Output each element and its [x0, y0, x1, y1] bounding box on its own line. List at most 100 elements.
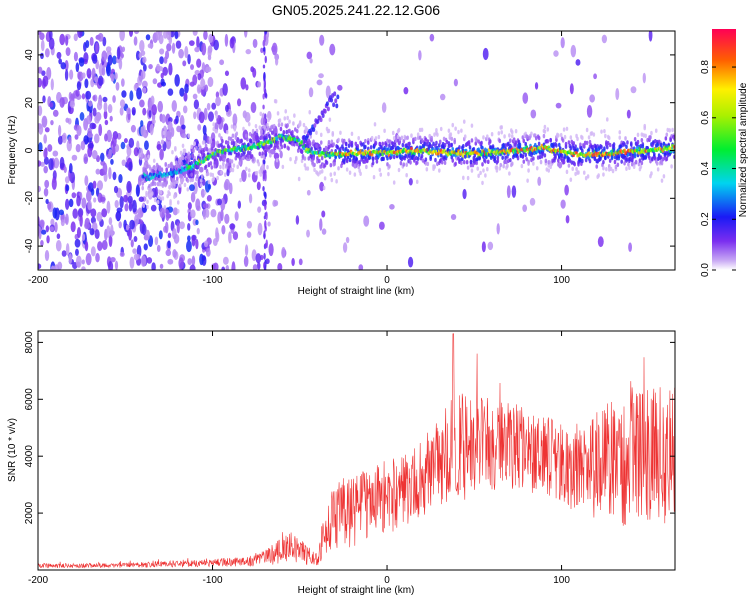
spectrogram-cell [162, 31, 168, 39]
spectrogram-cell [89, 228, 95, 236]
spectrogram-cell [435, 140, 438, 146]
spectrogram-cell [78, 58, 85, 67]
spectrogram-cell [196, 170, 199, 175]
spectrogram-cell [312, 139, 315, 144]
spectrogram-cell [391, 130, 395, 136]
spectrogram-cell [211, 155, 215, 160]
spectrogram-cell [549, 138, 552, 143]
spectrogram-cell [114, 199, 119, 209]
spectrogram-cell [221, 266, 226, 270]
spectrogram-cell [537, 141, 541, 147]
spectrogram-cell [330, 97, 334, 103]
spectrogram-cell [257, 81, 262, 88]
spectrogram-cell [236, 164, 240, 170]
spectrogram-cell [83, 135, 89, 145]
spectrogram-cell [284, 109, 288, 114]
spectrogram-cell [521, 154, 525, 159]
snr-xtick-label: 0 [384, 575, 390, 586]
spectrogram-cell [353, 172, 357, 177]
spectrogram-cell [119, 99, 126, 108]
spectrogram-cell [147, 154, 150, 159]
snr-xtick-label: -100 [203, 575, 223, 586]
spectrogram-cell [89, 122, 96, 130]
spectrogram-cell [191, 255, 196, 266]
spectrogram-cell [476, 166, 480, 171]
spectrogram-cell [332, 142, 336, 147]
spectrogram-cell [605, 166, 608, 172]
spectrogram-cell [159, 48, 165, 55]
spectrogram-cell [624, 136, 627, 141]
spectrogram-cell [193, 141, 196, 147]
spectrogram-cell [626, 109, 631, 119]
spectrogram-cell [639, 143, 643, 149]
spectrogram-cell [451, 122, 455, 128]
spectrogram-cell [116, 207, 123, 213]
spectrogram-cell [435, 128, 438, 133]
spectrogram-cell [319, 117, 323, 123]
spectrogram-cell [144, 167, 147, 173]
spectrogram-cell [72, 208, 78, 219]
spectrogram-cell [222, 256, 229, 265]
spectrogram-cell [200, 87, 205, 96]
spectrogram-cell [323, 108, 327, 114]
spectrogram-cell [153, 181, 157, 187]
spectrogram-cell [164, 162, 168, 167]
spectrogram-cell [274, 99, 278, 104]
spectrogram-cell [148, 64, 153, 70]
spectrogram-cell [95, 168, 101, 175]
spectrogram-cell [199, 178, 203, 183]
spectrogram-cell [450, 136, 454, 142]
spectrogram-cell [49, 226, 54, 232]
spectrogram-cell [443, 142, 447, 148]
spectrogram-cell [514, 140, 518, 145]
spectrogram-cell [230, 124, 234, 129]
spectrogram-cell [329, 143, 333, 148]
spectrogram-cell [392, 135, 396, 141]
spectrogram-cell [168, 62, 173, 76]
spectrogram-cell [133, 31, 140, 35]
spectrogram-cell [643, 123, 647, 129]
spectrogram-cell [220, 209, 224, 222]
spectrogram-cell [81, 259, 85, 265]
spectrogram-cell [158, 34, 164, 45]
spectrogram-cell [534, 82, 539, 90]
spectrogram-cell [503, 159, 506, 165]
spectrogram-cell [166, 130, 173, 141]
spectrogram-cell [490, 132, 494, 137]
spectrogram-cell [106, 200, 111, 214]
spectrogram-cell [255, 136, 259, 141]
spectrogram-cell [226, 140, 230, 145]
spectrogram-cell [369, 145, 373, 150]
spectrogram-cell [370, 152, 374, 157]
spectrogram-cell [110, 257, 116, 263]
spectrogram-cell [151, 191, 154, 196]
colorbar-ticks: 0.0 0.2 0.4 0.6 0.8 [700, 60, 736, 277]
spectrogram-cell [115, 210, 122, 221]
spectrogram-cell [304, 143, 308, 149]
spectrogram-cell [618, 130, 622, 135]
spectrogram-cell [232, 113, 238, 126]
spectrogram-cell [454, 126, 457, 131]
spectrogram-cell [388, 164, 391, 169]
snr-ytick-label: 2000 [24, 502, 35, 525]
spectrogram-cell [600, 144, 603, 150]
spectrogram-cell [305, 127, 309, 132]
spectrogram-cell [113, 185, 119, 194]
spectrogram-cell [174, 165, 177, 170]
spectrogram-cell [426, 139, 430, 144]
spectrogram-cell [140, 255, 147, 267]
spectrogram-cell [282, 130, 286, 135]
spectrogram-cell [90, 208, 97, 218]
spectrogram-cell [232, 141, 236, 146]
spectrogram-cell [240, 77, 247, 90]
spectrogram-cell [453, 139, 456, 145]
spectrogram-cell [333, 171, 336, 176]
spectrogram-heatmap [38, 31, 675, 270]
spectrogram-cell [406, 145, 409, 151]
spectrogram-cell [187, 258, 193, 265]
spectrogram-cell [219, 157, 222, 162]
spectrogram-cell [189, 184, 195, 192]
spectrogram-cell [543, 129, 547, 134]
spectrogram-cell [460, 128, 463, 133]
spectrogram-cell [288, 119, 291, 124]
